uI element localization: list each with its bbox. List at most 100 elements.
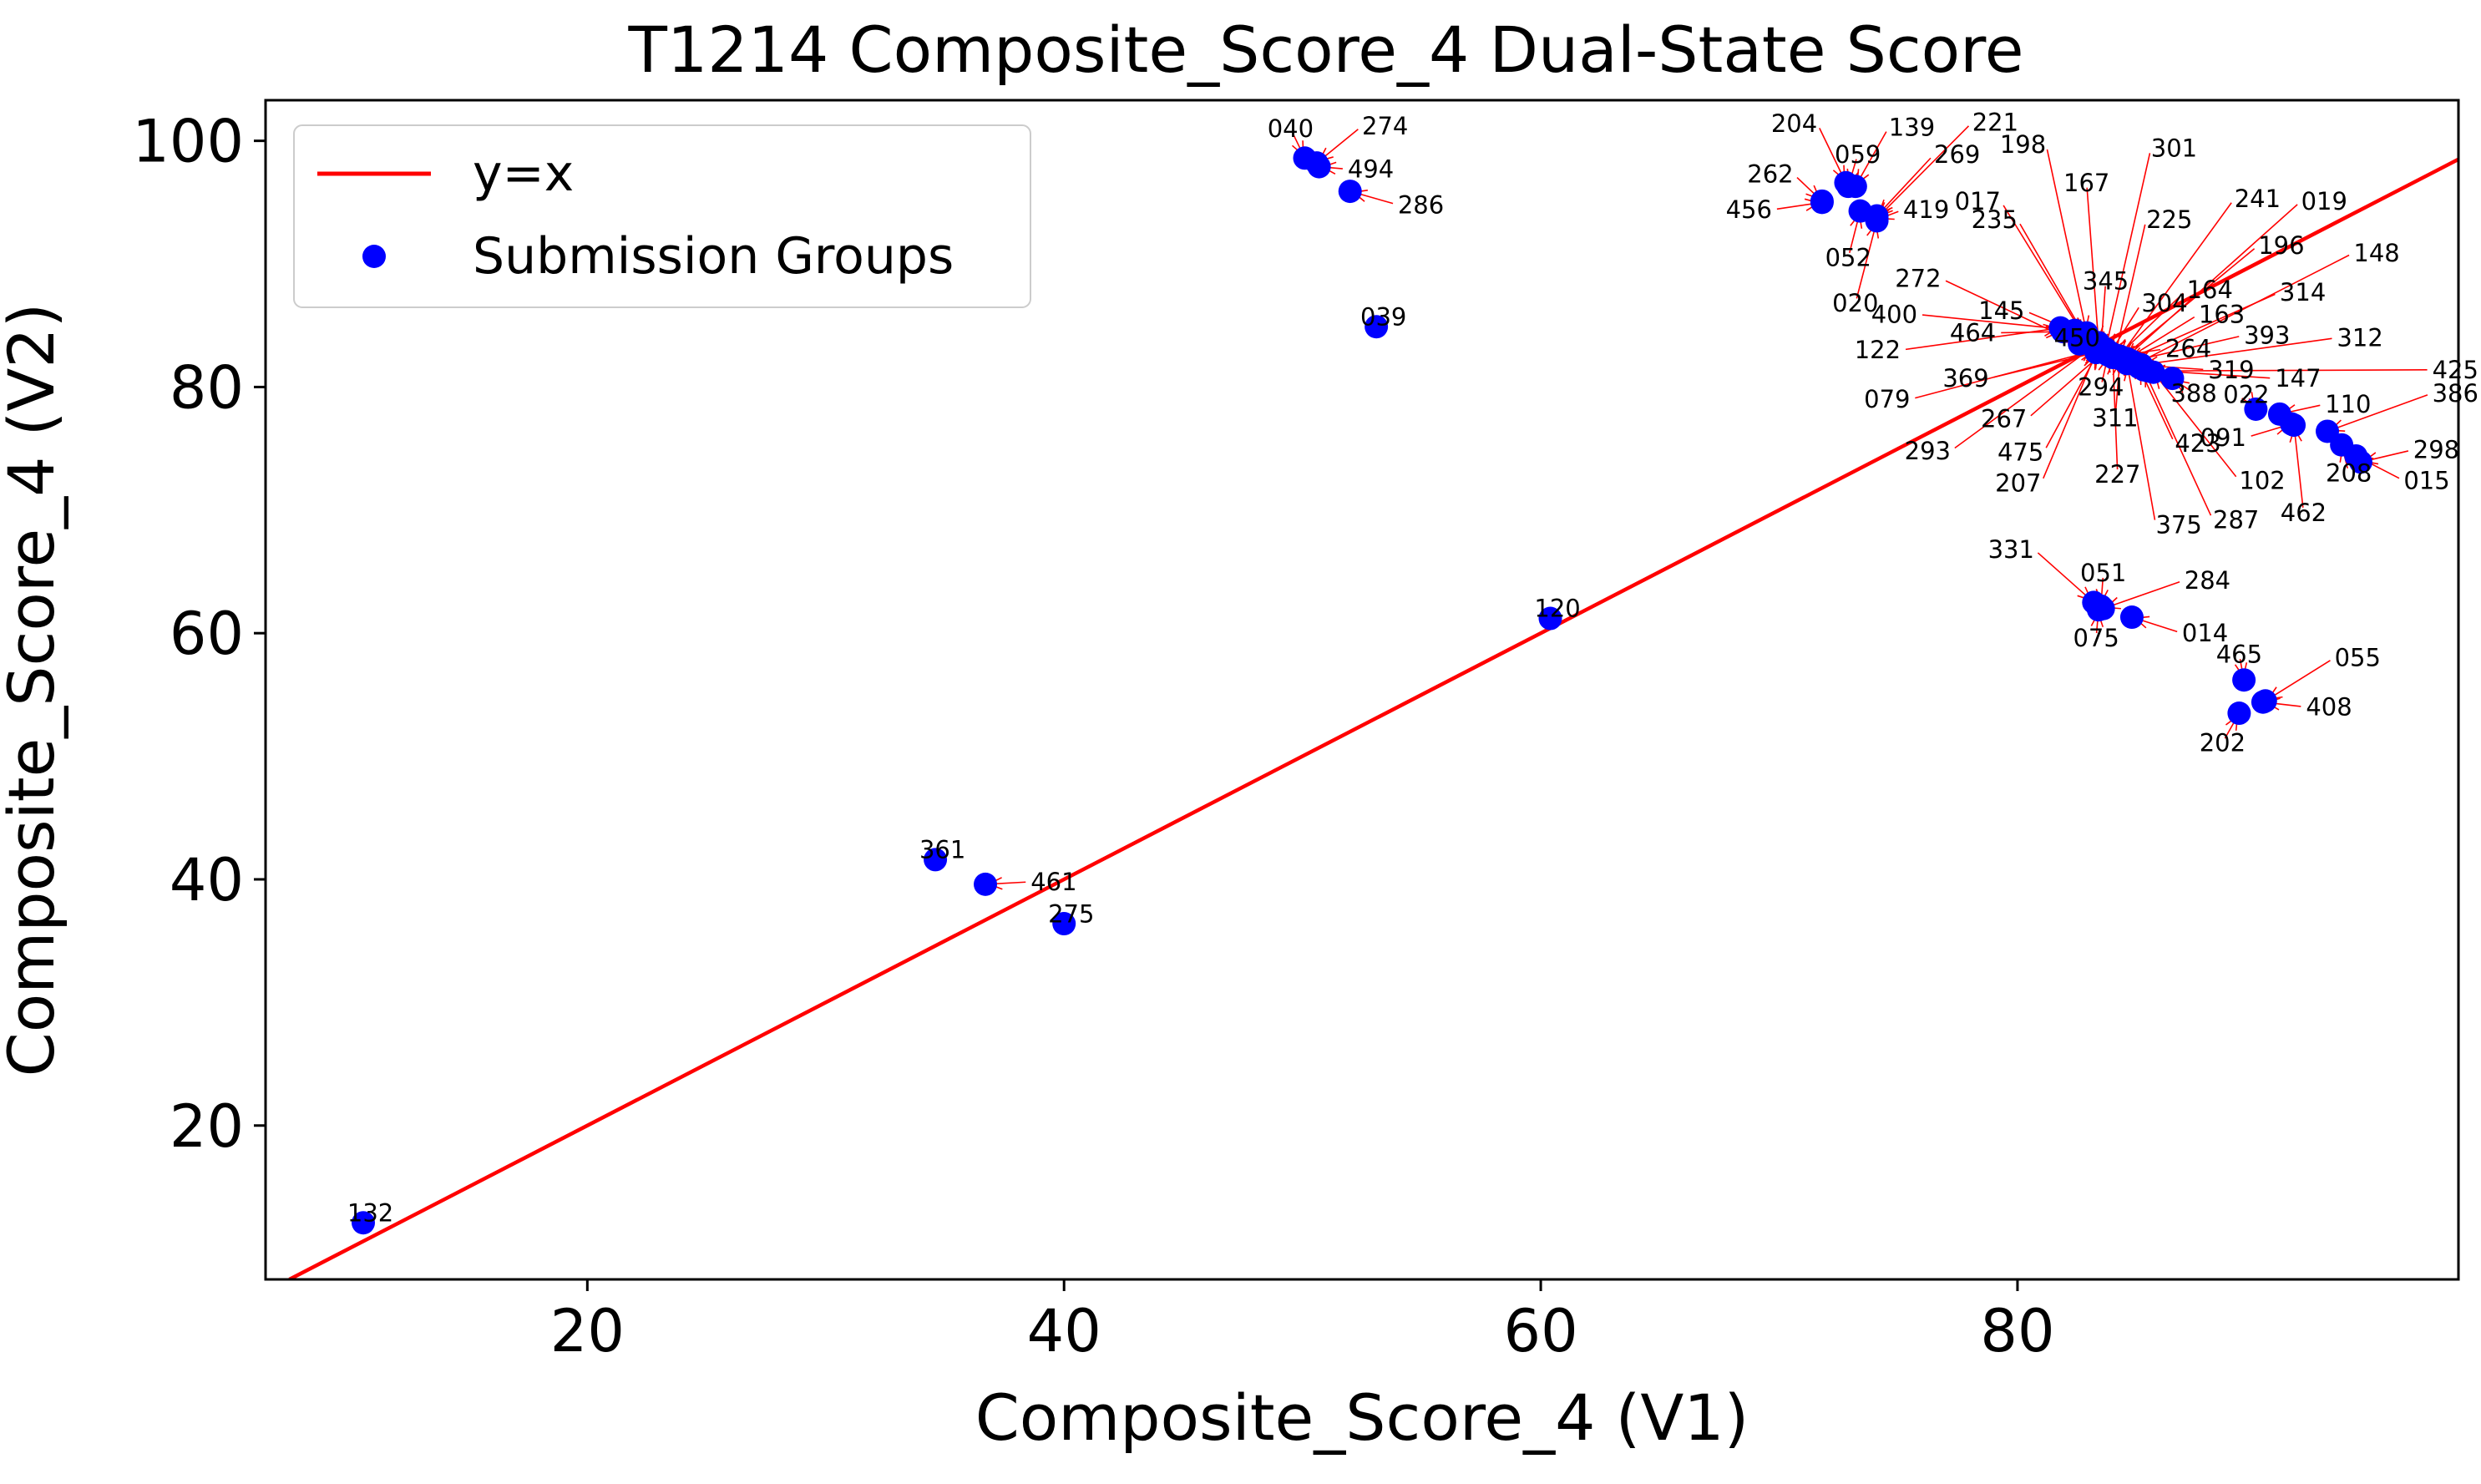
arrow-shaft <box>2129 293 2276 360</box>
arrow-shaft <box>2019 223 2086 337</box>
point-label: 079 <box>1864 385 1910 413</box>
point-label: 102 <box>2239 466 2285 494</box>
point-label: 423 <box>2175 429 2220 458</box>
point-label: 284 <box>2185 566 2230 595</box>
point-label: 301 <box>2151 134 2197 162</box>
x-tick-label: 80 <box>1980 1297 2054 1365</box>
arrow-shaft <box>1878 125 1970 217</box>
arrow-shaft <box>2112 361 2119 470</box>
x-axis-label: Composite_Score_4 (V1) <box>975 1380 1749 1455</box>
x-tick-label: 60 <box>1504 1297 1578 1365</box>
legend-label-points: Submission Groups <box>473 227 954 286</box>
data-point <box>1810 190 1834 215</box>
legend-frame <box>293 124 1031 308</box>
arrow-shaft <box>1915 350 2094 399</box>
arrow-shaft <box>2144 372 2212 516</box>
point-label: 375 <box>2155 510 2201 539</box>
data-point <box>974 872 998 896</box>
point-label: 361 <box>919 836 965 864</box>
point-label: 225 <box>2146 205 2192 234</box>
point-label: 408 <box>2306 693 2352 722</box>
point-label: 017 <box>1955 187 2001 215</box>
arrow-shaft <box>1856 131 1887 185</box>
point-label: 091 <box>2200 423 2246 452</box>
arrow-shaft <box>1856 224 1877 299</box>
data-point <box>2084 341 2109 365</box>
point-label: 015 <box>2403 466 2449 494</box>
point-label: 040 <box>1268 114 1314 143</box>
arrow-shaft <box>2134 336 2240 362</box>
data-point <box>2119 605 2144 630</box>
data-point <box>924 848 948 872</box>
point-label: 221 <box>1972 109 2018 137</box>
point-label: 314 <box>2280 278 2326 306</box>
arrow-shaft <box>2129 316 2195 358</box>
arrow-shaft <box>1954 347 2092 449</box>
data-point <box>1365 315 1389 339</box>
arrow-shaft <box>2105 153 2151 347</box>
point-label: 132 <box>347 1198 393 1227</box>
point-label: 145 <box>1978 296 2024 325</box>
point-label: 147 <box>2275 364 2321 393</box>
point-label: 208 <box>2326 459 2372 488</box>
point-label: 262 <box>1747 160 1793 188</box>
point-label: 419 <box>1903 195 1949 224</box>
point-label: 331 <box>1988 535 2034 564</box>
point-label: 267 <box>1981 405 2027 433</box>
annotation-arrow <box>2086 187 2104 342</box>
arrow-shaft <box>2267 660 2331 700</box>
arrow-shaft <box>2127 367 2156 520</box>
point-label: 400 <box>1871 300 1917 328</box>
point-label: 311 <box>2092 403 2138 432</box>
data-point <box>2344 443 2368 468</box>
point-label: 269 <box>1934 140 1980 169</box>
plot-frame <box>264 99 2460 1281</box>
point-label: 022 <box>2223 380 2269 408</box>
point-label: 110 <box>2325 390 2371 418</box>
arrow-shaft <box>2046 149 2087 330</box>
arrow-shaft <box>1905 327 2058 351</box>
arrow-shaft <box>2115 224 2146 352</box>
point-label: 196 <box>2258 231 2304 260</box>
point-label: 293 <box>1905 437 1951 465</box>
point-label: 274 <box>1362 112 1408 140</box>
point-label: 464 <box>1950 319 1996 347</box>
arrow-shaft <box>1819 128 1846 180</box>
plot-area: 20 40 60 80 20 40 60 80 100 132 361 461 275 120 039 040… <box>132 99 2478 1365</box>
point-label: 475 <box>1997 438 2043 467</box>
legend-dot-marker <box>362 245 386 268</box>
arrow-shaft <box>2121 202 2232 354</box>
point-label: 456 <box>1726 195 1772 224</box>
arrow-shaft <box>2043 355 2096 479</box>
y-tick-label: 100 <box>132 108 244 176</box>
point-label: 286 <box>1398 190 1444 219</box>
data-point <box>1052 912 1076 936</box>
annotation-arrow <box>1915 347 2095 399</box>
point-label: 369 <box>1942 364 1988 393</box>
arrow-shaft <box>2144 337 2332 366</box>
y-tick-label: 40 <box>170 846 244 914</box>
legend-label-reference: y=x <box>473 144 574 203</box>
arrow-shaft <box>1878 157 1932 215</box>
point-label: 148 <box>2353 239 2399 267</box>
point-label: 462 <box>2281 499 2327 527</box>
arrow-shaft <box>2151 369 2428 372</box>
arrow-shaft <box>2124 248 2256 357</box>
x-tick-label: 40 <box>1027 1297 1101 1365</box>
y-tick-label: 20 <box>170 1092 244 1161</box>
point-label: 122 <box>1855 336 1901 364</box>
point-label: 198 <box>2000 130 2046 159</box>
point-label: 386 <box>2433 379 2478 408</box>
data-point <box>2282 413 2306 438</box>
data-point <box>1538 606 1562 631</box>
point-label: 287 <box>2213 506 2259 534</box>
point-label: 319 <box>2208 356 2254 384</box>
point-label: 202 <box>2200 728 2246 757</box>
point-label: 272 <box>1895 265 1941 293</box>
point-label: 294 <box>2078 372 2124 401</box>
y-tick-label: 60 <box>170 600 244 668</box>
point-label: 120 <box>1534 595 1580 623</box>
point-label: 425 <box>2433 356 2478 384</box>
